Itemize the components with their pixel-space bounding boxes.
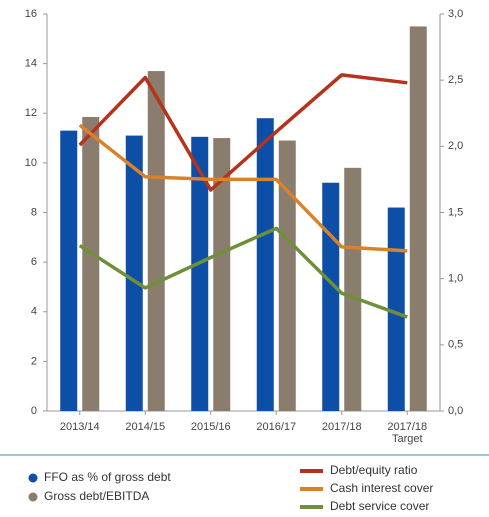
line [78,226,408,319]
legend-label: Cash interest cover [330,481,433,495]
y-tick-label: 10 [25,157,37,169]
x-tick-label: 2017/18 [322,421,362,433]
y-tick-label: 14 [25,58,37,70]
bar [344,167,362,411]
y2-tick-label: 0,0 [448,405,463,417]
bar [60,130,78,411]
bar [387,207,405,411]
bar [82,116,100,412]
y2-tick-label: 1,0 [448,273,463,285]
line [78,123,408,253]
y-tick-label: 8 [31,206,37,218]
legend-label: Debt/equity ratio [330,463,418,477]
legend-label: Debt service cover [330,499,429,513]
y-tick-label: 4 [31,306,37,318]
y-tick-label: 16 [25,8,37,20]
x-tick-label: 2015/16 [191,421,231,433]
legend-label: FFO as % of gross debt [44,470,171,484]
bar [191,136,209,411]
legend-label: Gross debt/EBITDA [44,489,149,503]
y-tick-label: 6 [31,256,37,268]
bar [125,135,143,412]
y-tick-label: 2 [31,355,37,367]
bar [147,71,165,411]
y2-tick-label: 3,0 [448,8,463,20]
line [78,73,408,192]
y2-tick-label: 0,5 [448,339,463,351]
y2-tick-label: 2,5 [448,74,463,86]
bar [213,138,231,411]
y2-tick-label: 1,5 [448,206,463,218]
legend-marker [28,473,38,483]
x-tick-label: 2013/14 [60,421,100,433]
y-tick-label: 0 [31,405,37,417]
y-tick-label: 12 [25,107,37,119]
x-tick-label: 2017/18 Target [387,421,427,445]
bar [278,140,296,411]
x-tick-label: 2016/17 [256,421,296,433]
bar [409,26,427,411]
bar [322,182,340,411]
legend-marker [28,492,38,502]
bar [256,118,274,412]
y2-tick-label: 2,0 [448,140,463,152]
x-tick-label: 2014/15 [125,421,165,433]
